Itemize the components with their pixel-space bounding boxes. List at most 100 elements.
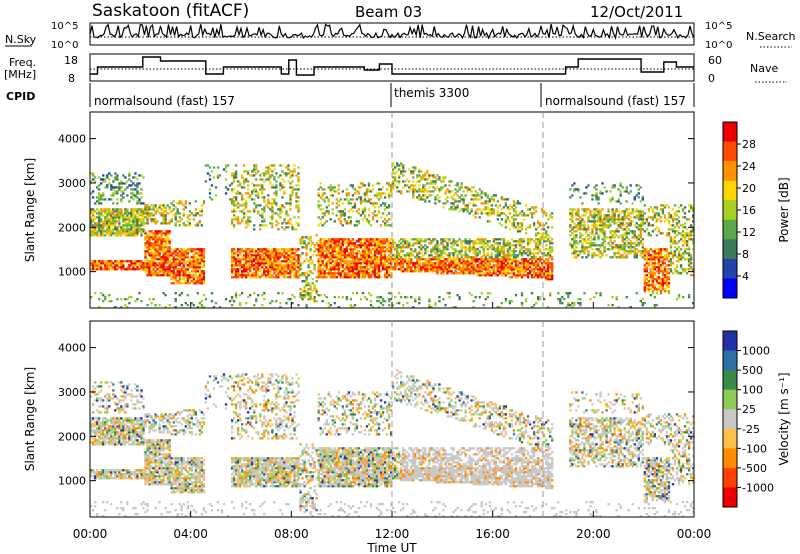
echo-cell <box>518 238 522 241</box>
echo-cell <box>188 248 191 251</box>
echo-cell <box>281 226 284 229</box>
echo-cell <box>114 208 117 211</box>
echo-cell <box>146 270 149 273</box>
echo-cell <box>261 214 264 217</box>
echo-cell <box>575 188 578 191</box>
echo-cell <box>134 230 137 233</box>
echo-cell <box>132 224 135 227</box>
echo-cell <box>512 226 516 229</box>
echo-cell <box>357 244 361 247</box>
echo-cell <box>369 202 373 205</box>
echo-cell <box>432 240 435 243</box>
echo-cell <box>373 264 377 267</box>
echo-cell <box>299 288 302 291</box>
echo-cell <box>154 254 157 257</box>
echo-cell <box>253 304 256 307</box>
echo-cell <box>394 296 397 299</box>
echo-cell <box>392 168 395 171</box>
echo-cell <box>108 222 111 225</box>
echo-cell <box>468 272 471 275</box>
echo-cell <box>327 270 330 273</box>
echo-cell <box>337 306 340 309</box>
echo-cell <box>337 268 340 271</box>
echo-cell <box>371 262 375 265</box>
echo-cell <box>263 292 266 295</box>
echo-cell <box>565 292 568 295</box>
echo-cell <box>247 252 250 255</box>
echo-cell <box>389 274 393 277</box>
echo-cell <box>512 224 516 227</box>
echo-cell <box>540 272 544 275</box>
echo-cell <box>484 206 487 209</box>
echo-cell <box>162 212 165 215</box>
echo-cell <box>589 214 592 217</box>
echo-cell <box>287 266 290 269</box>
echo-cell <box>478 270 481 273</box>
echo-cell <box>496 270 499 273</box>
echo-cell <box>126 268 129 271</box>
echo-cell <box>430 180 433 183</box>
echo-cell <box>549 266 552 269</box>
echo-cell <box>160 256 163 259</box>
echo-cell <box>106 208 109 211</box>
echo-cell <box>158 242 161 245</box>
echo-cell <box>514 276 518 279</box>
echo-cell <box>269 216 272 219</box>
echo-cell <box>285 248 288 251</box>
echo-cell <box>128 212 131 215</box>
echo-cell <box>120 264 123 267</box>
echo-cell <box>160 260 163 263</box>
echo-cell <box>120 228 123 231</box>
echo-cell <box>367 276 371 279</box>
echo-cell <box>573 244 576 247</box>
echo-cell <box>150 264 153 267</box>
echo-cell <box>160 234 163 237</box>
echo-cell <box>172 264 175 267</box>
echo-cell <box>305 306 308 309</box>
echo-cell <box>337 246 340 249</box>
echo-cell <box>575 226 578 229</box>
echo-cell <box>182 258 185 261</box>
echo-cell <box>116 176 119 179</box>
echo-cell <box>192 214 195 217</box>
echo-cell <box>466 242 469 245</box>
echo-cell <box>146 234 149 237</box>
echo-cell <box>150 208 153 211</box>
echo-cell <box>385 266 389 269</box>
echo-cell <box>498 260 502 263</box>
echo-cell <box>494 204 497 207</box>
echo-cell <box>412 250 415 253</box>
echo-cell <box>196 264 200 267</box>
echo-cell <box>418 174 421 177</box>
echo-cell <box>234 198 238 201</box>
echo-cell <box>321 212 324 215</box>
echo-cell <box>385 272 389 275</box>
echo-cell <box>577 188 580 191</box>
echo-cell <box>400 266 403 269</box>
echo-cell <box>545 236 548 239</box>
echo-cell <box>140 266 143 269</box>
echo-cell <box>333 270 336 273</box>
echo-cell <box>144 262 147 265</box>
echo-cell <box>528 242 532 245</box>
echo-cell <box>138 198 141 201</box>
echo-cell <box>333 254 336 257</box>
echo-cell <box>583 252 586 255</box>
echo-cell <box>416 190 419 193</box>
echo-cell <box>337 200 340 203</box>
echo-cell <box>122 230 125 233</box>
echo-cell <box>369 266 373 269</box>
echo-cell <box>442 256 445 259</box>
echo-cell <box>305 236 308 239</box>
echo-cell <box>267 248 270 251</box>
echo-cell <box>466 188 469 191</box>
echo-cell <box>148 212 151 215</box>
echo-cell <box>492 260 495 263</box>
echo-cell <box>253 170 256 173</box>
echo-cell <box>341 214 344 217</box>
echo-cell <box>120 186 123 189</box>
echo-cell <box>96 208 99 211</box>
echo-cell <box>452 208 455 211</box>
echo-cell <box>369 190 373 193</box>
